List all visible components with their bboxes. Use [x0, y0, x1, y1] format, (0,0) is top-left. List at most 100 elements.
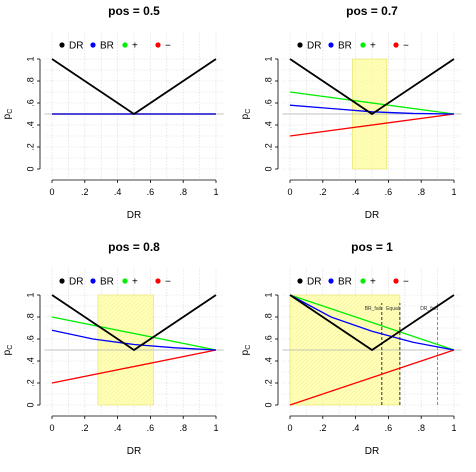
hatch-line [374, 156, 387, 170]
hatch-line [352, 58, 365, 72]
y-tick-label: 0 [263, 402, 273, 407]
hatch-line [352, 104, 387, 140]
hatch-line [289, 294, 355, 360]
y-tick-label: .4 [263, 121, 273, 129]
hatch-line [289, 294, 395, 400]
hatch-line [347, 352, 401, 406]
plot-frame [281, 31, 463, 179]
hatch-line [119, 371, 154, 406]
hatch-line [289, 294, 351, 356]
legend-label: + [370, 277, 376, 288]
annotation-label: DR_fail [420, 306, 436, 312]
y-tick-label: 0 [25, 402, 35, 407]
legend-label: BR [100, 277, 114, 288]
x-axis-label: DR [127, 210, 141, 221]
hatch-line [107, 359, 154, 406]
legend-label: DR [69, 41, 83, 52]
series-line-minus [289, 113, 455, 137]
hatch-line [352, 100, 387, 136]
hatch-line [327, 332, 401, 406]
hatch-line [123, 375, 154, 406]
y-tick-label: .6 [263, 99, 273, 107]
series-line-dr [289, 294, 455, 352]
legend-marker [90, 278, 96, 284]
hatch-line [97, 294, 115, 312]
series-line-plus [289, 294, 455, 351]
hatch-line [352, 58, 381, 88]
hatch-line [289, 294, 319, 324]
hatch-line [97, 294, 139, 336]
hatch-line [289, 294, 307, 312]
y-tick-label: 0 [263, 166, 273, 171]
legend-marker [122, 278, 128, 284]
x-tick-label: 1 [213, 187, 218, 197]
hatch-line [375, 380, 401, 406]
hatch-line [331, 336, 401, 406]
legend-marker [297, 42, 303, 48]
x-tick-label: .8 [417, 187, 425, 197]
hatch-line [97, 343, 154, 400]
x-tick-label: .2 [81, 187, 89, 197]
hatch-line [97, 335, 154, 392]
hatch-line [351, 356, 401, 406]
x-tick-label: 0 [49, 187, 54, 197]
x-tick-label: .2 [319, 187, 327, 197]
y-axis-label-sub: C [7, 109, 14, 114]
hatch-line [339, 344, 401, 406]
hatch-line [103, 355, 154, 406]
hatch-line [289, 294, 379, 384]
hatch-line [307, 312, 401, 406]
y-axis-label-text: p [240, 113, 251, 119]
legend-label: BR [100, 41, 114, 52]
series-line-plus [51, 316, 217, 351]
legend: DR BR + − [59, 277, 171, 288]
hatch-line [127, 379, 154, 406]
hatch-line [289, 294, 335, 340]
hatch-line [352, 132, 387, 168]
hatch-line [311, 316, 401, 406]
hatch-line [352, 92, 387, 128]
legend-label: BR [338, 277, 352, 288]
y-tick-label: .8 [263, 313, 273, 321]
y-axis-label: pC [240, 109, 252, 120]
legend-marker [155, 278, 161, 284]
legend-marker [328, 278, 334, 284]
y-axis-label: pC [2, 109, 14, 120]
hatch-line [147, 399, 154, 406]
hatch-line [97, 294, 135, 332]
chart-title: pos = 1 [351, 240, 393, 254]
hatch-line [139, 391, 154, 406]
hatch-line [97, 323, 154, 380]
chart-panel: pos = 0.8 0 .2 .4 .6 .8 1 0 .2 .4 .6 .8 1 DR pC DR BR + − [2, 240, 225, 457]
x-tick-label: .4 [352, 423, 360, 433]
series-line-plus [289, 91, 455, 115]
hatch-line [355, 360, 401, 406]
hatch-line [289, 294, 387, 392]
hatch-line [289, 294, 391, 396]
hatch-line [352, 64, 387, 100]
hatch-line [289, 294, 323, 328]
hatch-line [352, 88, 387, 124]
hatch-line [358, 140, 387, 170]
y-tick-label: .4 [25, 357, 35, 365]
hatch-line [352, 58, 361, 68]
hatch-line [151, 403, 154, 406]
hatch-line [289, 294, 347, 352]
hatch-line [352, 60, 387, 96]
x-tick-label: .4 [114, 423, 122, 433]
hatch-line [335, 340, 401, 406]
hatch-line [295, 300, 401, 406]
y-tick-label: .6 [25, 335, 35, 343]
x-axis-label: DR [365, 446, 379, 457]
x-tick-label: .6 [147, 187, 155, 197]
hatch-line [382, 164, 387, 170]
hatch-line [289, 294, 383, 388]
hatch-line [395, 400, 401, 406]
hatch-line [97, 307, 154, 364]
hatch-line [97, 294, 127, 324]
x-tick-label: .8 [417, 423, 425, 433]
legend-label: + [370, 41, 376, 52]
plot-frame [281, 267, 463, 415]
hatch-line [367, 372, 401, 406]
